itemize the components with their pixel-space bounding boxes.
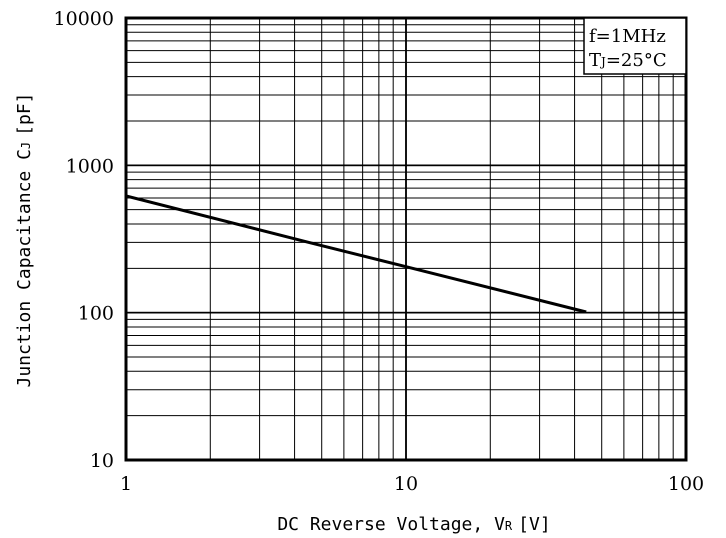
y-tick-label: 10000: [54, 8, 114, 30]
y-tick-label: 100: [78, 303, 114, 325]
x-axis-title: DC Reverse Voltage, VR [V]: [277, 514, 550, 535]
x-tick-label: 10: [394, 473, 418, 495]
y-axis-title: Junction Capacitance CJ[pF]: [14, 92, 35, 387]
x-tick-label: 100: [668, 473, 704, 495]
series-line-capacitance: [125, 194, 587, 314]
y-tick-label: 10: [90, 450, 114, 472]
annotation-box: [583, 17, 687, 75]
annotation-temperature: TJ=25°C: [589, 50, 667, 71]
x-tick-label: 1: [120, 473, 132, 495]
y-tick-label: 1000: [66, 155, 114, 177]
grid: [126, 18, 686, 460]
annotation-frequency: f=1MHz: [589, 26, 666, 47]
conditions-annotation: f=1MHz TJ=25°C: [583, 17, 687, 75]
x-tick-labels: 1 10 100: [120, 473, 704, 495]
plot-frame: [124, 16, 688, 462]
y-tick-labels: 10 100 1000 10000: [54, 8, 114, 472]
